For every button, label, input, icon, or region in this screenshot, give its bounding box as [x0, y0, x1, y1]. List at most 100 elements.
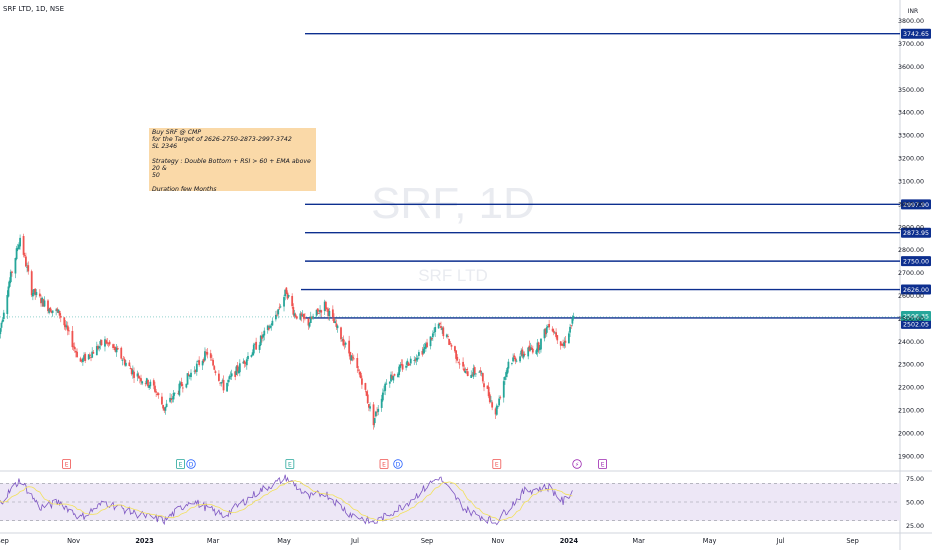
candle-body — [441, 327, 444, 330]
time-tick-label: Sep — [846, 537, 858, 545]
candle-body — [283, 297, 285, 307]
candle-body — [179, 382, 182, 385]
candle-body — [0, 322, 3, 328]
candle-body — [365, 391, 368, 396]
candle-body — [498, 398, 501, 406]
candle-body — [222, 379, 225, 391]
candle-body — [454, 346, 456, 352]
candle-body — [190, 372, 192, 378]
candle-body — [368, 404, 370, 408]
rsi-band — [0, 483, 900, 521]
candle-body — [570, 325, 573, 327]
candle-body — [456, 356, 459, 361]
candle-body — [129, 368, 132, 370]
candle-body — [304, 317, 306, 319]
trade-note[interactable]: Buy SRF @ CMP for the Target of 2626-275… — [149, 128, 316, 193]
candle-body — [171, 398, 174, 399]
candle-body — [88, 354, 91, 357]
earnings-marker-glyph: E — [601, 461, 605, 468]
candle-body — [25, 256, 27, 267]
candle-body — [343, 343, 346, 345]
candle-body — [286, 292, 289, 299]
earnings-marker — [598, 459, 608, 469]
time-tick-label: 2023 — [135, 537, 154, 545]
price-tick-label: 3000.00 — [898, 201, 924, 208]
candle-body — [464, 370, 467, 374]
candle-body — [9, 271, 12, 283]
candle-body — [204, 351, 206, 361]
candle-body — [406, 360, 409, 365]
time-tick-label: Sep — [421, 537, 433, 545]
candle-body — [293, 313, 296, 316]
candle-body — [0, 328, 2, 335]
candle-body — [221, 380, 224, 382]
candle-body — [238, 363, 241, 373]
candle-body — [124, 362, 127, 366]
earnings-marker-glyph: E — [65, 461, 69, 468]
time-tick-label: Nov — [67, 537, 80, 545]
time-axis[interactable]: Sep Nov 2023 Mar May Jul Sep Nov 2024 Mar May Jul Se… — [0, 537, 859, 545]
candle-body — [495, 405, 498, 415]
candle-body — [98, 346, 101, 349]
candle-body — [165, 403, 168, 408]
earnings-marker — [492, 459, 502, 469]
candle-body — [106, 341, 109, 343]
candle-body — [361, 378, 363, 385]
candle-body — [414, 359, 417, 361]
candle-body — [228, 376, 231, 379]
candle-body — [563, 342, 566, 347]
time-tick-label: May — [277, 537, 291, 545]
candle-body — [350, 355, 353, 361]
candle-body — [309, 316, 312, 323]
candle-body — [397, 373, 399, 378]
candle-body — [27, 265, 30, 272]
candle-body — [270, 326, 273, 328]
candle-body — [205, 351, 208, 353]
candle-body — [391, 375, 394, 379]
price-tick-label: 2400.00 — [898, 339, 924, 346]
candle-body — [105, 340, 108, 344]
candle-body — [262, 334, 264, 338]
candle-body — [356, 357, 359, 369]
candle-body — [56, 308, 59, 312]
candle-body — [392, 376, 395, 381]
dividend-marker — [186, 459, 196, 469]
candle-body — [155, 391, 158, 393]
candle-body — [68, 330, 70, 332]
candle-body — [421, 350, 424, 355]
candle-body — [180, 381, 183, 387]
time-tick-label: Mar — [207, 537, 220, 545]
candle-body — [291, 295, 294, 307]
candle-body — [572, 316, 575, 318]
time-tick-label: May — [703, 537, 717, 545]
price-axis[interactable]: 1900.00 2000.00 2100.00 2200.00 2300.00 2400.… — [898, 18, 924, 530]
candle-body — [409, 358, 412, 364]
candle-body — [513, 355, 516, 358]
candle-body — [479, 370, 482, 373]
candle-body — [195, 363, 198, 372]
candle-body — [251, 352, 254, 356]
event-markers[interactable]: E E D E E D E ⚡ E — [62, 459, 608, 469]
candle-body — [97, 345, 99, 350]
candle-body — [569, 326, 571, 333]
candle-body — [245, 359, 248, 366]
candle-body — [18, 244, 20, 250]
candle-body — [33, 289, 35, 294]
candle-body — [448, 338, 451, 345]
candle-body — [473, 367, 476, 374]
candle-body — [377, 408, 380, 412]
candle-body — [214, 371, 217, 373]
candle-body — [145, 378, 148, 384]
candle-body — [80, 359, 83, 361]
candle-body — [154, 385, 156, 392]
candle-body — [488, 394, 491, 403]
currency-label: INR — [908, 8, 918, 15]
time-tick-label: 2024 — [560, 537, 579, 545]
candle-body — [401, 364, 404, 370]
candle-body — [2, 312, 5, 319]
target-level-tag — [901, 256, 931, 267]
candle-body — [107, 343, 110, 345]
candle-body — [471, 374, 474, 376]
candle-body — [491, 402, 494, 408]
